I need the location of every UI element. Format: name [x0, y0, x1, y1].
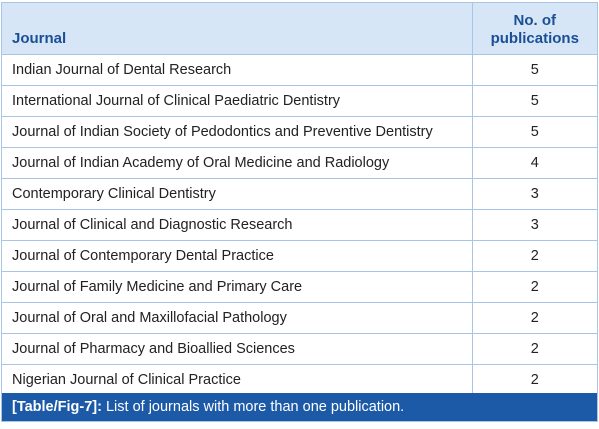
- table-caption: [Table/Fig-7]: List of journals with mor…: [2, 393, 597, 421]
- journal-table: Journal No. of publications Indian Journ…: [2, 3, 597, 396]
- journal-name-cell: Journal of Indian Academy of Oral Medici…: [2, 146, 473, 178]
- publication-count-cell: 2: [472, 301, 597, 333]
- table-row: Journal of Oral and Maxillofacial Pathol…: [2, 301, 597, 333]
- column-header-publications: No. of publications: [472, 3, 597, 54]
- journal-name-cell: Journal of Clinical and Diagnostic Resea…: [2, 208, 473, 240]
- publication-count-cell: 2: [472, 332, 597, 364]
- caption-text: List of journals with more than one publ…: [101, 399, 405, 415]
- table-row: Journal of Pharmacy and Bioallied Scienc…: [2, 332, 597, 364]
- table-row: Contemporary Clinical Dentistry 3: [2, 177, 597, 209]
- journal-name-cell: Journal of Family Medicine and Primary C…: [2, 270, 473, 302]
- column-header-publications-line1: No. of: [513, 11, 557, 29]
- table-header-row: Journal No. of publications: [2, 3, 597, 54]
- journal-name-cell: Journal of Contemporary Dental Practice: [2, 239, 473, 271]
- publication-count-cell: 2: [472, 270, 597, 302]
- journal-name-cell: Contemporary Clinical Dentistry: [2, 177, 473, 209]
- journal-table-figure: Journal No. of publications Indian Journ…: [1, 2, 598, 422]
- table-row: Journal of Contemporary Dental Practice …: [2, 239, 597, 271]
- publication-count-cell: 4: [472, 146, 597, 178]
- journal-name-cell: Journal of Pharmacy and Bioallied Scienc…: [2, 332, 473, 364]
- journal-name-cell: International Journal of Clinical Paedia…: [2, 84, 473, 116]
- table-row: International Journal of Clinical Paedia…: [2, 84, 597, 116]
- table-row: Journal of Clinical and Diagnostic Resea…: [2, 208, 597, 240]
- column-header-journal: Journal: [2, 3, 473, 54]
- column-header-publications-line2: publications: [490, 29, 579, 47]
- table-row: Journal of Indian Academy of Oral Medici…: [2, 146, 597, 178]
- journal-name-cell: Indian Journal of Dental Research: [2, 53, 473, 85]
- table-row: Journal of Family Medicine and Primary C…: [2, 270, 597, 302]
- journal-name-cell: Journal of Indian Society of Pedodontics…: [2, 115, 473, 147]
- publication-count-cell: 2: [472, 239, 597, 271]
- publication-count-cell: 5: [472, 115, 597, 147]
- table-row: Nigerian Journal of Clinical Practice 2: [2, 363, 597, 396]
- publication-count-cell: 3: [472, 208, 597, 240]
- journal-name-cell: Journal of Oral and Maxillofacial Pathol…: [2, 301, 473, 333]
- publication-count-cell: 3: [472, 177, 597, 209]
- publication-count-cell: 2: [472, 363, 597, 396]
- caption-figure-reference: [Table/Fig-7]:: [12, 399, 102, 415]
- publication-count-cell: 5: [472, 84, 597, 116]
- table-row: Indian Journal of Dental Research 5: [2, 53, 597, 85]
- journal-name-cell: Nigerian Journal of Clinical Practice: [2, 363, 473, 396]
- table-row: Journal of Indian Society of Pedodontics…: [2, 115, 597, 147]
- publication-count-cell: 5: [472, 53, 597, 85]
